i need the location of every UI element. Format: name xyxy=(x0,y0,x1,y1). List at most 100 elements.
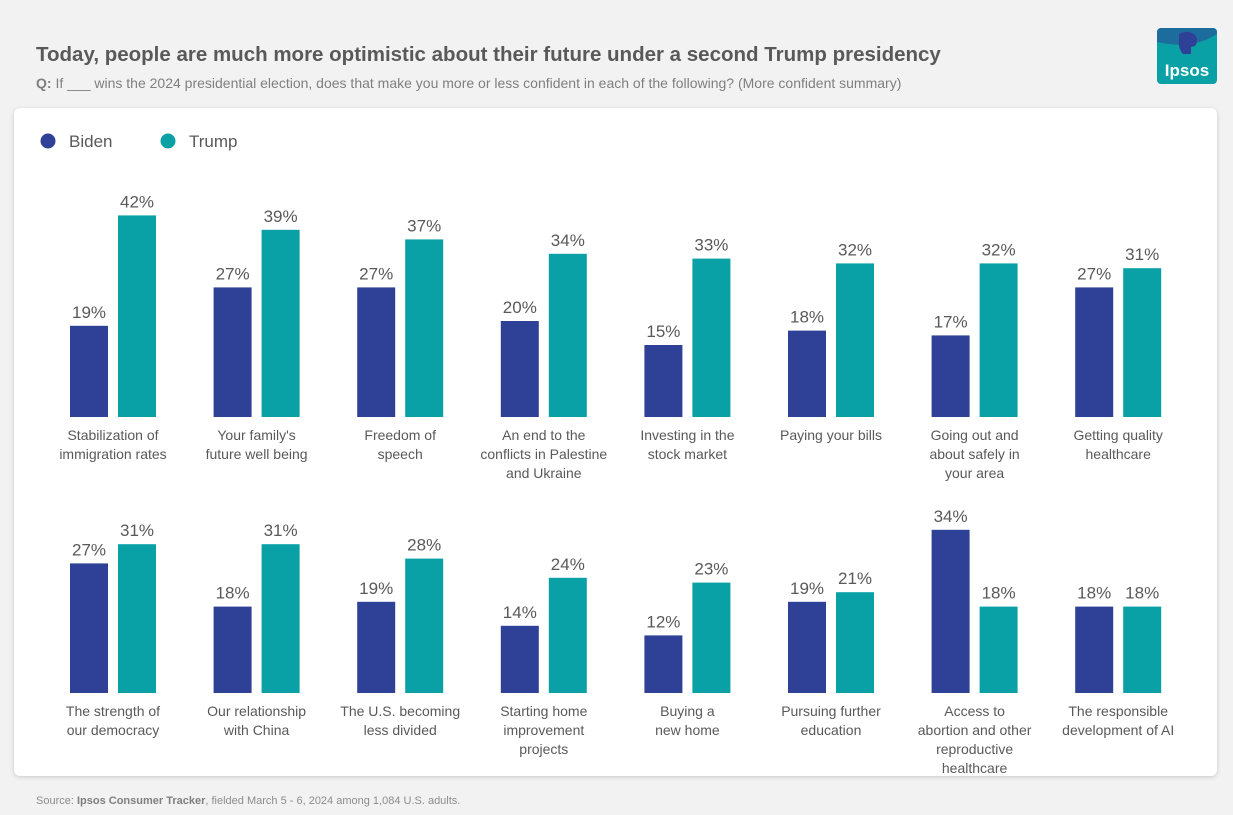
data-label-trump-10: 31% xyxy=(264,521,298,540)
bar-biden-4 xyxy=(500,321,539,417)
data-label-trump-4: 34% xyxy=(551,231,585,250)
category-label-10: Our relationship with China xyxy=(207,703,306,738)
bar-trump-13 xyxy=(692,582,731,693)
chart-subtitle: Q: If ___ wins the 2024 presidential ele… xyxy=(36,75,901,91)
bar-trump-2 xyxy=(261,229,300,417)
category-label-line: with China xyxy=(223,722,290,738)
category-label-line: conflicts in Palestine xyxy=(480,446,607,462)
category-label-4: An end to the conflicts in Palestine and U… xyxy=(480,427,607,481)
data-label-trump-8: 31% xyxy=(1125,245,1159,264)
data-label-trump-7: 32% xyxy=(982,240,1016,259)
category-label-line: Pursuing further xyxy=(781,703,881,719)
bar-trump-11 xyxy=(405,558,444,693)
bar-trump-3 xyxy=(405,239,444,417)
category-label-line: and Ukraine xyxy=(506,465,582,481)
category-label-line: improvement xyxy=(503,722,584,738)
bar-biden-6 xyxy=(788,330,826,417)
bar-trump-12 xyxy=(548,577,587,693)
category-label-line: Investing in the xyxy=(640,427,734,443)
bar-biden-14 xyxy=(788,601,826,693)
ipsos-logo: Ipsos xyxy=(1157,28,1217,84)
bar-biden-5 xyxy=(644,345,683,417)
data-label-trump-1: 42% xyxy=(120,192,154,211)
bar-trump-10 xyxy=(261,544,300,693)
data-label-trump-3: 37% xyxy=(407,216,441,235)
category-label-line: stock market xyxy=(648,446,727,462)
bar-trump-15 xyxy=(979,606,1018,693)
category-label-line: speech xyxy=(378,446,423,462)
data-label-biden-14: 19% xyxy=(790,579,824,598)
category-label-line: Your family's xyxy=(217,427,295,443)
bar-biden-15 xyxy=(931,529,970,693)
bar-trump-14 xyxy=(836,592,874,693)
bar-trump-5 xyxy=(692,258,731,417)
category-label-line: healthcare xyxy=(942,760,1008,776)
data-label-biden-1: 19% xyxy=(72,303,106,322)
data-label-biden-5: 15% xyxy=(646,322,680,341)
bar-biden-7 xyxy=(931,335,970,417)
legend-label-trump: Trump xyxy=(189,132,238,151)
category-label-line: our democracy xyxy=(67,722,160,738)
legend-marker-trump xyxy=(160,133,176,149)
category-label-line: future well being xyxy=(206,446,308,462)
bar-biden-13 xyxy=(644,635,683,693)
bar-trump-8 xyxy=(1123,268,1162,417)
data-label-biden-6: 18% xyxy=(790,308,824,327)
data-label-biden-7: 17% xyxy=(934,312,968,331)
category-label-line: healthcare xyxy=(1086,446,1152,462)
bar-biden-11 xyxy=(357,601,396,693)
category-label-8: Getting quality healthcare xyxy=(1073,427,1163,462)
data-label-trump-5: 33% xyxy=(694,236,728,255)
category-label-line: Starting home xyxy=(500,703,587,719)
source-note: Source: Ipsos Consumer Tracker, fielded … xyxy=(36,795,460,807)
data-label-trump-9: 31% xyxy=(120,521,154,540)
bar-biden-9 xyxy=(70,563,108,693)
category-label-line: Stabilization of xyxy=(67,427,158,443)
bar-trump-16 xyxy=(1123,606,1162,693)
data-label-biden-10: 18% xyxy=(216,584,250,603)
legend-marker-biden xyxy=(40,133,56,149)
category-label-line: new home xyxy=(655,722,720,738)
category-label-line: Access to xyxy=(944,703,1005,719)
category-label-line: The U.S. becoming xyxy=(340,703,460,719)
data-label-trump-11: 28% xyxy=(407,536,441,555)
data-label-biden-4: 20% xyxy=(503,298,537,317)
category-label-line: abortion and other xyxy=(918,722,1032,738)
data-label-trump-15: 18% xyxy=(982,584,1016,603)
category-label-line: projects xyxy=(519,741,568,757)
category-label-12: Starting home improvement projects xyxy=(500,703,587,757)
category-label-line: your area xyxy=(945,465,1004,481)
bar-trump-6 xyxy=(836,263,874,417)
logo-text: Ipsos xyxy=(1165,61,1209,80)
chart-card: Biden Trump 19% 42% Stabilization of immigrat… xyxy=(14,108,1217,776)
bar-chart: Biden Trump 19% 42% Stabilization of immigrat… xyxy=(40,132,1174,776)
category-label-line: Freedom of xyxy=(364,427,436,443)
category-label-7: Going out and about safely in your area xyxy=(929,427,1019,481)
category-label-line: An end to the xyxy=(502,427,586,443)
bar-biden-8 xyxy=(1075,287,1114,417)
bar-trump-9 xyxy=(118,544,156,693)
bar-biden-10 xyxy=(213,606,252,693)
category-label-line: Going out and xyxy=(931,427,1019,443)
data-label-trump-2: 39% xyxy=(264,207,298,226)
legend-label-biden: Biden xyxy=(69,132,112,151)
data-label-trump-16: 18% xyxy=(1125,584,1159,603)
category-label-line: Paying your bills xyxy=(780,427,882,443)
bar-biden-2 xyxy=(213,287,252,417)
category-label-11: The U.S. becoming less divided xyxy=(340,703,460,738)
category-label-line: Getting quality xyxy=(1073,427,1163,443)
category-label-9: The strength of our democracy xyxy=(66,703,160,738)
category-label-14: Pursuing further education xyxy=(781,703,881,738)
data-label-biden-2: 27% xyxy=(216,264,250,283)
category-label-line: development of AI xyxy=(1062,722,1174,738)
category-label-15: Access to abortion and other reproductive h… xyxy=(918,703,1032,776)
question-label: Q: xyxy=(36,75,52,91)
data-label-biden-8: 27% xyxy=(1077,264,1111,283)
data-label-biden-12: 14% xyxy=(503,603,537,622)
data-label-biden-15: 34% xyxy=(934,507,968,526)
data-label-biden-13: 12% xyxy=(646,612,680,631)
data-label-trump-12: 24% xyxy=(551,555,585,574)
category-label-6: Paying your bills xyxy=(780,427,882,443)
source-name: Ipsos Consumer Tracker xyxy=(76,795,206,807)
category-label-line: about safely in xyxy=(929,446,1019,462)
